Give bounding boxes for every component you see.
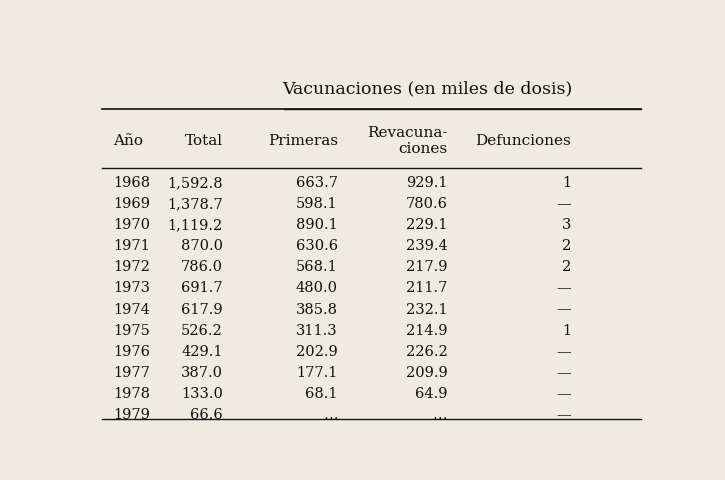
Text: 1971: 1971 <box>113 239 150 252</box>
Text: 1: 1 <box>562 176 571 190</box>
Text: 1,119.2: 1,119.2 <box>167 217 223 232</box>
Text: 870.0: 870.0 <box>181 239 223 252</box>
Text: 663.7: 663.7 <box>296 176 338 190</box>
Text: 1969: 1969 <box>113 197 150 211</box>
Text: 526.2: 526.2 <box>181 323 223 337</box>
Text: 1,378.7: 1,378.7 <box>167 197 223 211</box>
Text: 598.1: 598.1 <box>297 197 338 211</box>
Text: …: … <box>323 407 338 421</box>
Text: —: — <box>556 281 571 295</box>
Text: 1972: 1972 <box>113 260 150 274</box>
Text: 177.1: 177.1 <box>297 365 338 379</box>
Text: 1968: 1968 <box>113 176 150 190</box>
Text: 1976: 1976 <box>113 344 150 358</box>
Text: 568.1: 568.1 <box>296 260 338 274</box>
Text: 786.0: 786.0 <box>181 260 223 274</box>
Text: 429.1: 429.1 <box>181 344 223 358</box>
Text: 2: 2 <box>562 239 571 252</box>
Text: —: — <box>556 197 571 211</box>
Text: 226.2: 226.2 <box>406 344 447 358</box>
Text: 387.0: 387.0 <box>181 365 223 379</box>
Text: —: — <box>556 386 571 400</box>
Text: Defunciones: Defunciones <box>476 134 571 148</box>
Text: …: … <box>433 407 447 421</box>
Text: Total: Total <box>185 134 223 148</box>
Text: —: — <box>556 407 571 421</box>
Text: —: — <box>556 365 571 379</box>
Text: Vacunaciones (en miles de dosis): Vacunaciones (en miles de dosis) <box>283 81 573 97</box>
Text: 211.7: 211.7 <box>406 281 447 295</box>
Text: 1979: 1979 <box>113 407 150 421</box>
Text: 229.1: 229.1 <box>406 217 447 232</box>
Text: Revacuna-
ciones: Revacuna- ciones <box>367 125 447 156</box>
Text: 691.7: 691.7 <box>181 281 223 295</box>
Text: 1974: 1974 <box>113 302 150 316</box>
Text: 1,592.8: 1,592.8 <box>167 176 223 190</box>
Text: 1975: 1975 <box>113 323 150 337</box>
Text: 1978: 1978 <box>113 386 150 400</box>
Text: 630.6: 630.6 <box>296 239 338 252</box>
Text: 68.1: 68.1 <box>305 386 338 400</box>
Text: 385.8: 385.8 <box>296 302 338 316</box>
Text: 217.9: 217.9 <box>406 260 447 274</box>
Text: —: — <box>556 344 571 358</box>
Text: Año: Año <box>113 134 143 148</box>
Text: 3: 3 <box>562 217 571 232</box>
Text: 311.3: 311.3 <box>297 323 338 337</box>
Text: 2: 2 <box>562 260 571 274</box>
Text: 202.9: 202.9 <box>296 344 338 358</box>
Text: 480.0: 480.0 <box>296 281 338 295</box>
Text: 133.0: 133.0 <box>181 386 223 400</box>
Text: 209.9: 209.9 <box>406 365 447 379</box>
Text: 1970: 1970 <box>113 217 150 232</box>
Text: 1973: 1973 <box>113 281 150 295</box>
Text: 64.9: 64.9 <box>415 386 447 400</box>
Text: 214.9: 214.9 <box>406 323 447 337</box>
Text: 929.1: 929.1 <box>406 176 447 190</box>
Text: —: — <box>556 302 571 316</box>
Text: 1: 1 <box>562 323 571 337</box>
Text: Primeras: Primeras <box>268 134 338 148</box>
Text: 66.6: 66.6 <box>190 407 223 421</box>
Text: 617.9: 617.9 <box>181 302 223 316</box>
Text: 1977: 1977 <box>113 365 150 379</box>
Text: 232.1: 232.1 <box>406 302 447 316</box>
Text: 239.4: 239.4 <box>406 239 447 252</box>
Text: 780.6: 780.6 <box>405 197 447 211</box>
Text: 890.1: 890.1 <box>296 217 338 232</box>
